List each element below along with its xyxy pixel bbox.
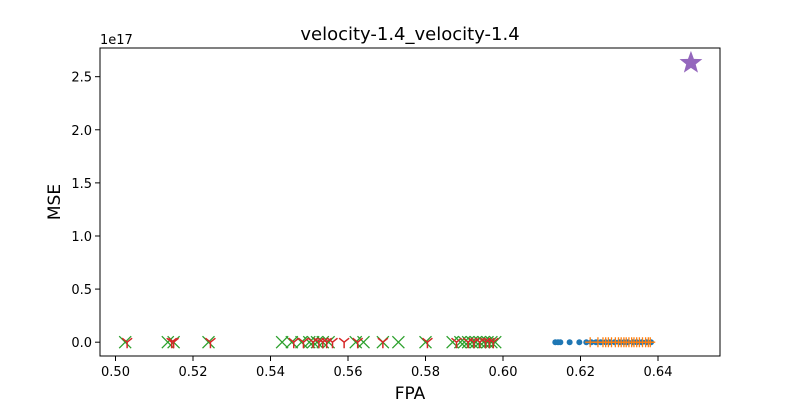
data-point-x [419,335,432,349]
data-point-tri-down [168,337,180,349]
data-point-tri-down [297,337,309,349]
data-point-star [679,50,703,73]
chart-title: velocity-1.4_velocity-1.4 [300,24,519,45]
data-point-x [484,335,498,349]
x-tick-label: 0.52 [179,365,208,380]
data-point-x [285,335,299,349]
data-point-tri-down [451,337,462,349]
data-point-circle [557,339,564,346]
y-tick-label: 2.0 [71,124,92,139]
x-tick-label: 0.50 [101,365,130,380]
data-point-circle [566,339,573,346]
data-point-tri-down [421,337,433,349]
x-tick-label: 0.56 [334,365,363,380]
data-point-tri-down [204,337,216,349]
y-tick-label: 0.5 [71,283,92,298]
data-point-tri-down [352,337,364,349]
y-tick-label: 2.5 [71,71,92,86]
x-tick-label: 0.60 [489,365,518,380]
x-tick-label: 0.54 [256,365,285,380]
data-points [118,50,703,349]
data-point-tri-down [327,337,338,349]
data-point-tri-down [121,337,133,349]
x-tick-label: 0.58 [411,365,440,380]
data-point-tri-down [338,337,350,349]
y-offset-text: 1e17 [100,33,133,48]
plot-frame [99,47,721,357]
data-point-x [275,335,289,349]
x-axis-label: FPA [395,384,426,400]
data-point-x [488,335,502,349]
y-axis-label: MSE [45,184,65,220]
y-tick-label: 0.0 [71,336,92,351]
x-tick-label: 0.64 [644,365,673,380]
data-point-tri-down [487,337,499,349]
y-axis: 0.0 0.5 1.0 1.5 2.0 2.5 [71,71,100,351]
data-point-x [391,335,405,349]
x-tick-label: 0.62 [566,365,595,380]
x-axis: 0.50 0.52 0.54 0.56 0.58 0.60 0.62 0.64 [101,356,672,380]
data-point-tri-down [377,337,389,349]
data-point-tri-down [288,337,300,349]
data-point-x [118,335,132,349]
y-tick-label: 1.5 [71,177,92,192]
data-point-plus [645,337,656,348]
data-point-x [202,335,215,349]
data-point-x [357,335,370,349]
y-tick-label: 1.0 [71,230,92,245]
data-point-circle [576,339,583,346]
